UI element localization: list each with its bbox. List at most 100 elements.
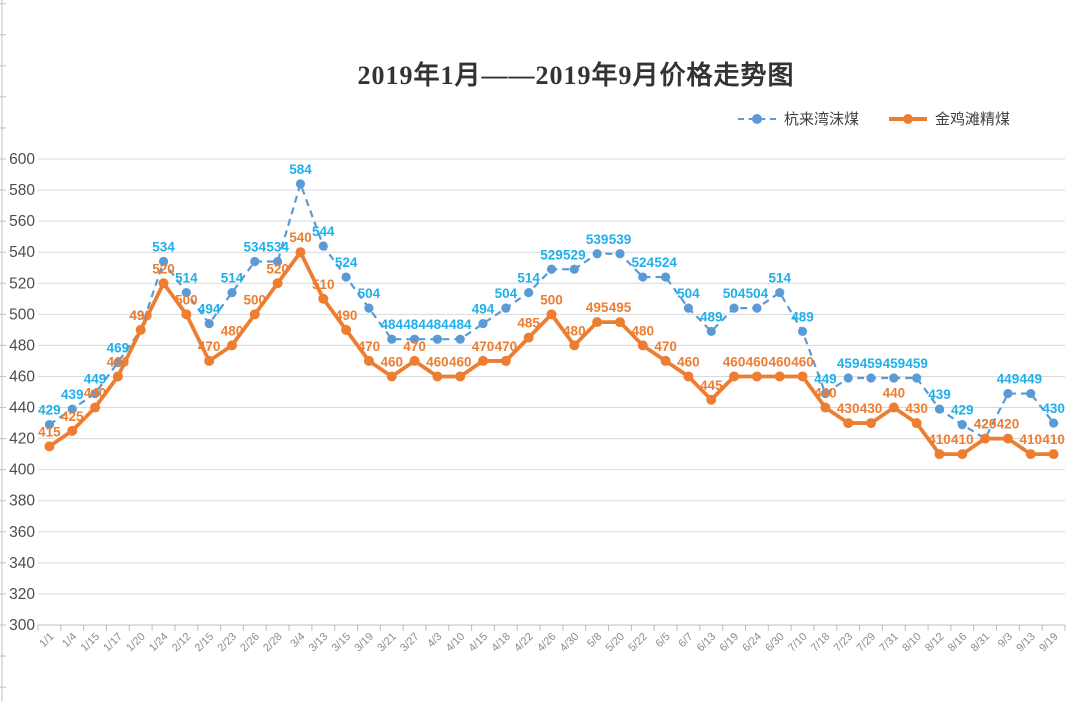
x-tick-label: 8/12 [923,631,947,655]
x-tick-label: 4/3 [425,631,444,650]
data-label: 449 [84,372,107,387]
data-label: 484 [449,317,472,332]
data-label: 430 [837,401,860,416]
data-label: 410 [951,432,974,447]
data-label: 449 [1020,372,1043,387]
data-label: 470 [495,339,518,354]
x-tick-label: 7/18 [809,631,833,655]
data-point [90,402,101,413]
data-point [455,334,465,344]
data-label: 469 [107,340,130,355]
data-label: 514 [768,271,791,286]
data-label: 439 [928,387,951,402]
data-point [912,373,922,383]
data-label: 524 [632,255,655,270]
data-point [1025,449,1036,460]
data-label: 425 [61,409,84,424]
data-label: 430 [1042,401,1065,416]
data-label: 510 [312,277,335,292]
data-label: 460 [677,354,700,369]
data-point [934,404,945,414]
x-tick-label: 2/28 [261,631,285,655]
data-point [226,340,237,351]
data-point [615,249,625,259]
data-point [181,309,192,320]
data-point [592,317,603,328]
x-tick-label: 2/23 [215,631,239,655]
x-tick-label: 1/4 [60,631,79,650]
data-label: 480 [632,323,655,338]
data-label: 460 [723,354,746,369]
x-tick-label: 3/13 [307,631,331,655]
x-tick-label: 4/10 [444,631,468,655]
data-label: 420 [974,417,997,432]
data-point [820,402,831,413]
data-point [797,326,808,337]
data-point [386,371,397,382]
x-tick-label: 1/24 [147,631,171,655]
data-point [272,278,283,289]
data-label: 540 [289,230,312,245]
legend-dashed-line-dot-icon [738,113,776,124]
data-point [67,404,77,414]
data-point [113,357,123,368]
data-point [889,373,899,383]
x-tick-label: 1/20 [124,631,148,655]
data-label: 500 [244,292,267,307]
x-tick-label: 6/7 [676,631,695,650]
data-label: 504 [723,286,746,301]
data-label: 440 [883,386,906,401]
data-point [250,256,260,267]
y-tick-label: 400 [9,462,35,479]
data-label: 440 [814,386,837,401]
data-point [797,371,808,382]
x-tick-label: 2/15 [193,631,217,655]
data-point [683,371,694,382]
x-tick-label: 9/13 [1014,631,1038,655]
y-tick-label: 460 [9,368,35,385]
data-label: 504 [358,286,381,301]
data-label: 480 [221,323,244,338]
data-point [843,373,853,383]
data-label: 459 [860,356,883,371]
data-point [135,324,146,335]
x-tick-label: 6/30 [763,631,787,655]
y-tick-label: 360 [9,524,35,541]
data-point [569,264,579,274]
x-tick-label: 3/4 [288,631,307,650]
data-point [523,332,534,343]
x-tick-label: 2/26 [238,631,262,655]
data-point [706,326,716,337]
legend-solid-line-dot-icon [889,113,928,124]
data-label: 410 [928,432,951,447]
legend-label-hanglaiwan: 杭来湾沫煤 [784,111,860,128]
data-point [501,303,511,313]
x-tick-label: 6/5 [653,631,672,650]
y-tick-label: 600 [9,151,35,168]
data-label: 415 [38,424,61,439]
y-tick-label: 380 [9,493,35,510]
x-tick-label: 5/20 [603,631,627,655]
data-label: 495 [586,300,609,315]
data-point [295,179,306,189]
data-label: 500 [540,292,563,307]
x-tick-label: 3/15 [330,631,354,655]
y-tick-label: 300 [9,617,35,634]
data-point [774,371,785,382]
data-point [112,371,123,382]
data-point [957,449,968,460]
x-tick-label: 4/15 [467,631,491,655]
data-point [1026,388,1036,399]
y-tick-label: 480 [9,337,35,354]
data-point [888,402,899,413]
data-point [661,272,671,282]
x-tick-label: 7/10 [786,631,810,655]
data-label: 484 [380,317,403,332]
y-tick-label: 560 [9,213,35,230]
data-point [546,264,557,274]
data-label: 430 [860,401,883,416]
x-tick-label: 9/3 [996,631,1015,650]
data-point [866,373,876,383]
data-point [751,371,762,382]
data-label: 534 [152,240,175,255]
